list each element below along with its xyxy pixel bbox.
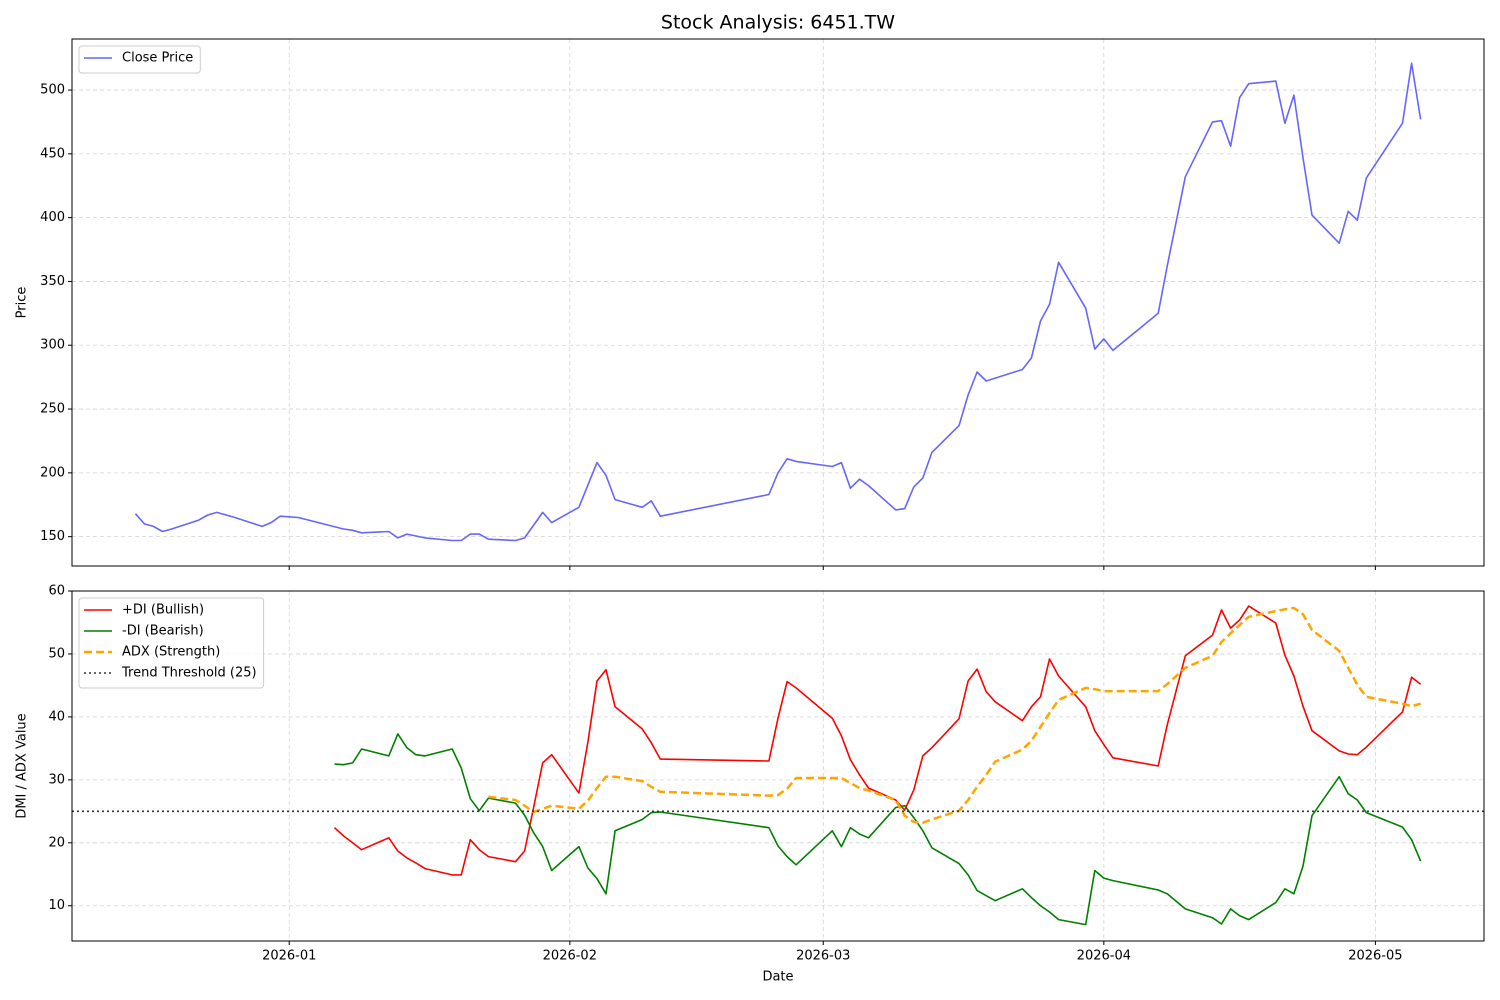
x-tick-label: 2026-02 [543,949,597,964]
y-tick-label: 50 [48,646,65,661]
y-tick-label: 10 [48,898,65,913]
x-tick-label: 2026-01 [262,949,316,964]
legend-label: Trend Threshold (25) [121,666,257,681]
legend: Close Price [78,45,201,74]
legend-label: Close Price [122,51,193,66]
y-tick-label: 150 [40,529,65,544]
x-tick-label: 2026-05 [1348,949,1402,964]
legend: +DI (Bullish) -DI (Bearish) ADX (Strength)… [78,597,265,689]
y-tick-label: 500 [40,83,65,98]
y-axis-label: Price [15,287,30,319]
x-tick-label: 2026-03 [796,949,850,964]
plot-frame [71,590,1485,942]
y-axis-label: DMI / ADX Value [15,713,30,818]
legend-label: +DI (Bullish) [122,603,204,618]
series-line [334,733,1422,926]
plot-frame [71,38,1485,567]
series-line [134,62,1422,542]
legend-box [78,597,265,689]
y-tick-label: 250 [40,402,65,417]
y-tick-label: 60 [48,584,65,599]
y-tick-label: 30 [48,772,65,787]
x-axis-label: Date [762,970,793,985]
y-tick-label: 400 [40,210,65,225]
chart-title: Stock Analysis: 6451.TW [661,12,895,34]
y-tick-label: 40 [48,709,65,724]
series-line [333,605,1422,876]
y-tick-label: 20 [48,835,65,850]
series-line [488,606,1421,824]
legend-label: -DI (Bearish) [122,624,204,639]
legend-label: ADX (Strength) [122,645,220,660]
y-tick-label: 200 [40,465,65,480]
legend-box [78,45,201,74]
y-tick-label: 300 [40,338,65,353]
y-tick-label: 350 [40,274,65,289]
x-tick-label: 2026-04 [1077,949,1131,964]
y-tick-label: 450 [40,146,65,161]
